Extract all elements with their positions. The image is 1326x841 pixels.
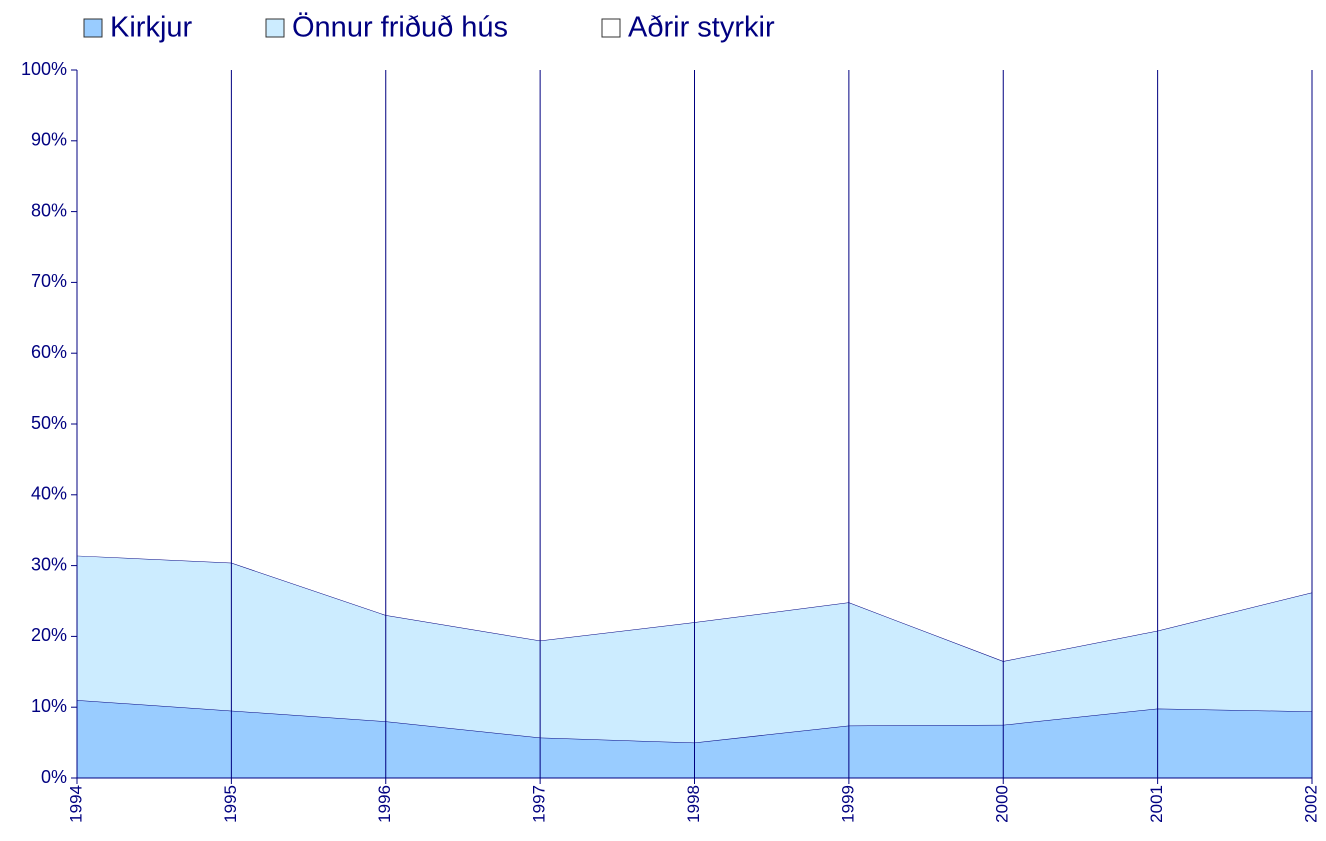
y-tick-label: 10% (31, 696, 67, 716)
y-tick-label: 70% (31, 271, 67, 291)
legend-swatch (83, 18, 103, 38)
legend-swatch (265, 18, 285, 38)
legend-label: Aðrir styrkir (628, 12, 775, 44)
x-tick-label: 1997 (530, 785, 549, 823)
y-tick-label: 0% (41, 767, 67, 787)
y-tick-label: 40% (31, 484, 67, 504)
y-tick-label: 30% (31, 554, 67, 574)
x-tick-label: 2001 (1147, 785, 1166, 823)
y-tick-label: 100% (21, 59, 67, 79)
legend-swatch (601, 18, 621, 38)
x-tick-label: 1998 (684, 785, 703, 823)
legend-label: Önnur friðuð hús (292, 12, 508, 44)
x-tick-label: 2000 (993, 785, 1012, 823)
y-tick-label: 90% (31, 130, 67, 150)
y-tick-label: 50% (31, 413, 67, 433)
x-tick-label: 1999 (838, 785, 857, 823)
x-tick-label: 2002 (1301, 785, 1320, 823)
legend-label: Kirkjur (110, 12, 193, 44)
x-tick-label: 1996 (375, 785, 394, 823)
x-tick-label: 1995 (221, 785, 240, 823)
y-tick-label: 20% (31, 625, 67, 645)
x-tick-label: 1994 (66, 785, 85, 823)
y-tick-label: 80% (31, 200, 67, 220)
y-tick-label: 60% (31, 342, 67, 362)
